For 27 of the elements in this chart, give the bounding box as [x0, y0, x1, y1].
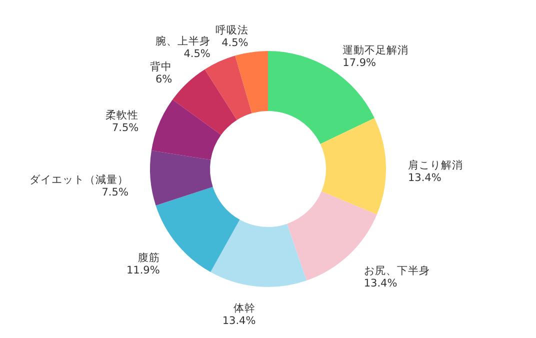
- data-label: 6%: [155, 73, 172, 86]
- donut-slice: [210, 220, 307, 287]
- slice-label: 腹筋: [138, 252, 160, 264]
- slice-label: ダイエット（減量）: [29, 172, 128, 186]
- slice-label: 呼吸法: [215, 23, 248, 36]
- donut-slice: [172, 69, 237, 135]
- donut-slice: [151, 100, 222, 160]
- slice-label: 背中: [150, 60, 172, 73]
- slice-label: 肩こり解消: [408, 158, 463, 172]
- donut-slice: [320, 118, 386, 214]
- data-label: 7.5%: [112, 122, 139, 134]
- slice-label: 腕、上半身: [155, 34, 210, 48]
- data-label: 7.5%: [102, 186, 128, 198]
- slice-label: 柔軟性: [106, 109, 139, 122]
- slice-label: 運動不足解消: [342, 44, 409, 57]
- data-label: 11.9%: [126, 264, 160, 276]
- data-label: 13.4%: [364, 278, 398, 290]
- slice-label: 体幹: [234, 301, 256, 314]
- data-label: 4.5%: [222, 36, 248, 49]
- data-label: 17.9%: [342, 57, 376, 70]
- data-label: 13.4%: [408, 172, 442, 184]
- data-label: 13.4%: [222, 314, 256, 327]
- donut-slice: [204, 56, 252, 120]
- data-label: 4.5%: [184, 48, 210, 60]
- slice-label: お尻、下半身: [364, 264, 430, 278]
- donut-slice: [235, 51, 268, 114]
- donut-slice: [150, 150, 213, 206]
